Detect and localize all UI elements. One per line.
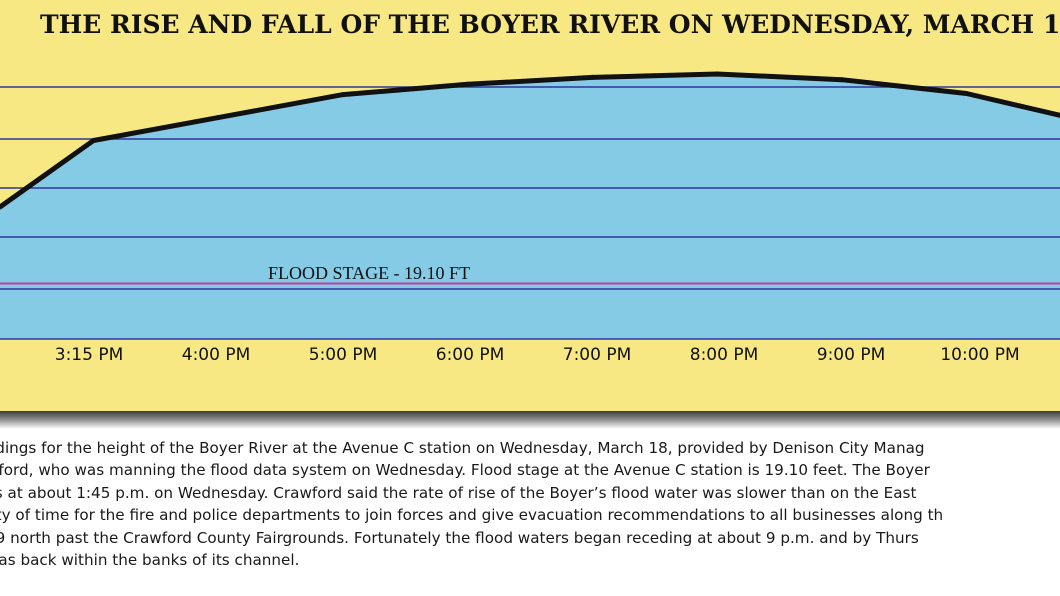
river-level-point <box>1057 112 1060 118</box>
caption-line: adings for the height of the Boyer River… <box>0 439 925 457</box>
river-level-point <box>589 74 595 80</box>
caption-line: 59 north past the Crawford County Fairgr… <box>0 528 919 547</box>
x-tick-label: 6:00 PM <box>436 345 505 365</box>
caption-line: wford, who was manning the flood data sy… <box>0 461 930 480</box>
river-level-point <box>465 81 471 87</box>
gridlines <box>0 86 1060 340</box>
caption-line: nty of time for the fire and police depa… <box>0 506 944 525</box>
x-tick-label: 5:00 PM <box>309 345 378 365</box>
x-axis-tick-labels: 3:15 PM 4:00 PM 5:00 PM 6:00 PM 7:00 PM 8:00 … <box>55 345 1020 365</box>
x-tick-label: 3:15 PM <box>55 345 124 365</box>
river-level-line <box>0 71 1060 210</box>
caption-line: was back within the banks of its channel… <box>0 551 300 570</box>
x-tick-label: 9:00 PM <box>817 345 886 365</box>
river-level-point <box>0 204 3 210</box>
river-level-line-layer <box>0 71 1060 210</box>
caption-line: ks at about 1:45 p.m. on Wednesday. Craw… <box>0 483 917 502</box>
chart-title: THE RISE AND FALL OF THE BOYER RIVER ON … <box>40 10 1060 39</box>
caption-text: adings for the height of the Boyer River… <box>0 437 1060 571</box>
x-tick-label: 4:00 PM <box>182 345 251 365</box>
water-area-layer <box>0 74 1060 339</box>
river-level-point <box>714 71 720 77</box>
x-tick-label: 7:00 PM <box>563 345 632 365</box>
river-level-point <box>964 91 969 96</box>
x-tick-label: 8:00 PM <box>690 345 759 365</box>
flood-stage-label: FLOOD STAGE - 19.10 FT <box>268 263 470 283</box>
x-tick-label: 10:00 PM <box>940 345 1019 365</box>
river-level-point <box>215 115 221 121</box>
chart-shadow <box>0 411 1060 429</box>
river-level-point <box>340 92 346 98</box>
water-area <box>0 74 1060 339</box>
river-level-point <box>839 77 845 83</box>
river-level-point <box>91 138 96 143</box>
flood-stage-group: FLOOD STAGE - 19.10 FT <box>0 263 1060 285</box>
